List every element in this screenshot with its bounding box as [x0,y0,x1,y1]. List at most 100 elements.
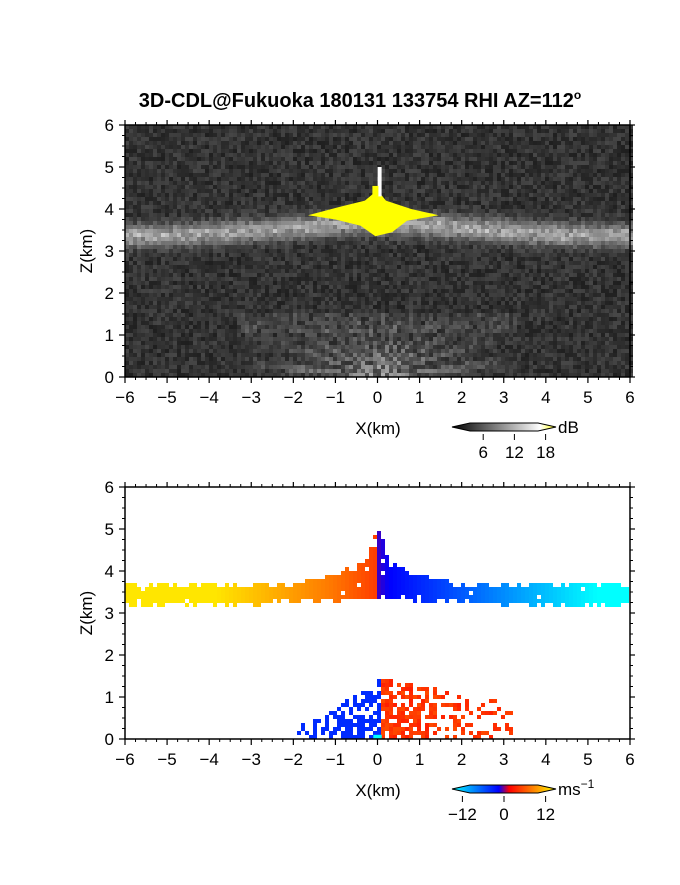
reflectivity-pixel [545,233,549,237]
reflectivity-pixel [405,169,409,173]
reflectivity-pixel [125,257,129,261]
reflectivity-pixel [469,205,473,209]
reflectivity-pixel [289,149,293,153]
reflectivity-pixel [257,193,261,197]
reflectivity-pixel [493,157,497,161]
reflectivity-pixel [521,273,525,277]
reflectivity-pixel [173,237,177,241]
reflectivity-pixel [509,269,513,273]
reflectivity-pixel [137,161,141,165]
reflectivity-pixel [621,149,625,153]
reflectivity-pixel [553,277,557,281]
reflectivity-pixel [561,257,565,261]
reflectivity-pixel [529,141,533,145]
reflectivity-pixel [173,129,177,133]
reflectivity-pixel [181,217,185,221]
reflectivity-pixel [253,225,257,229]
reflectivity-pixel [509,173,513,177]
reflectivity-pixel [353,241,357,245]
reflectivity-pixel [225,157,229,161]
reflectivity-pixel [493,241,497,245]
reflectivity-pixel [305,157,309,161]
reflectivity-pixel [125,185,129,189]
reflectivity-pixel [341,161,345,165]
reflectivity-pixel [169,265,173,269]
reflectivity-pixel [133,265,137,269]
reflectivity-pixel [585,245,589,249]
reflectivity-pixel [601,229,605,233]
reflectivity-pixel [325,237,329,241]
reflectivity-pixel [449,205,453,209]
reflectivity-pixel [401,181,405,185]
reflectivity-pixel [241,193,245,197]
reflectivity-pixel [393,145,397,149]
reflectivity-pixel [289,165,293,169]
reflectivity-pixel [357,181,361,185]
reflectivity-pixel [609,277,613,281]
reflectivity-pixel [205,173,209,177]
reflectivity-pixel [533,133,537,137]
reflectivity-pixel [177,261,181,265]
reflectivity-pixel [381,165,385,169]
reflectivity-pixel [241,165,245,169]
reflectivity-pixel [621,125,625,129]
reflectivity-pixel [573,169,577,173]
reflectivity-pixel [417,133,421,137]
reflectivity-pixel [597,145,601,149]
reflectivity-pixel [417,245,421,249]
reflectivity-pixel [181,145,185,149]
reflectivity-pixel [325,153,329,157]
reflectivity-pixel [361,173,365,177]
reflectivity-pixel [593,237,597,241]
reflectivity-pixel [465,269,469,273]
reflectivity-pixel [273,157,277,161]
reflectivity-pixel [213,245,217,249]
reflectivity-pixel [265,209,269,213]
reflectivity-pixel [261,225,265,229]
reflectivity-pixel [309,249,313,253]
reflectivity-pixel [525,173,529,177]
reflectivity-pixel [549,237,553,241]
reflectivity-pixel [241,241,245,245]
reflectivity-pixel [541,209,545,213]
reflectivity-pixel [305,221,309,225]
reflectivity-pixel [513,173,517,177]
reflectivity-pixel [365,229,369,233]
reflectivity-pixel [305,213,309,217]
reflectivity-pixel [473,129,477,133]
reflectivity-pixel [209,169,213,173]
reflectivity-pixel [357,169,361,173]
reflectivity-pixel [233,241,237,245]
reflectivity-pixel [197,169,201,173]
reflectivity-pixel [625,149,629,153]
reflectivity-pixel [477,157,481,161]
reflectivity-pixel [361,269,365,273]
reflectivity-pixel [337,197,341,201]
reflectivity-pixel [161,149,165,153]
reflectivity-pixel [237,193,241,197]
reflectivity-pixel [497,233,501,237]
reflectivity-pixel [613,161,617,165]
reflectivity-pixel [421,165,425,169]
reflectivity-pixel [317,177,321,181]
reflectivity-pixel [305,217,309,221]
reflectivity-pixel [417,177,421,181]
reflectivity-pixel [625,205,629,209]
reflectivity-pixel [137,225,141,229]
reflectivity-pixel [257,149,261,153]
reflectivity-pixel [137,145,141,149]
reflectivity-pixel [301,225,305,229]
reflectivity-pixel [177,205,181,209]
reflectivity-pixel [421,133,425,137]
reflectivity-pixel [201,177,205,181]
reflectivity-pixel [385,273,389,277]
reflectivity-pixel [277,261,281,265]
reflectivity-pixel [273,241,277,245]
reflectivity-pixel [445,125,449,129]
reflectivity-pixel [293,269,297,273]
reflectivity-pixel [281,153,285,157]
reflectivity-pixel [553,193,557,197]
reflectivity-pixel [249,217,253,221]
reflectivity-pixel [257,241,261,245]
reflectivity-pixel [469,245,473,249]
